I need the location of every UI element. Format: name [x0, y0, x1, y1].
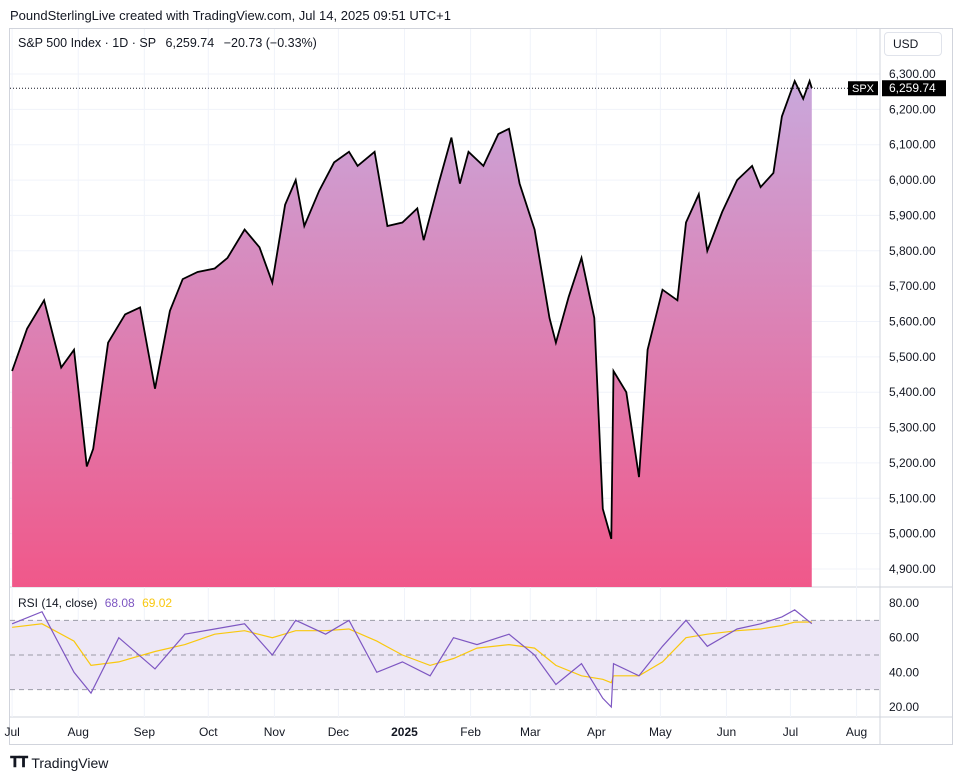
footer-brand: 𝐓𝐓 TradingView — [10, 754, 108, 771]
price-tick-label: 5,800.00 — [889, 244, 936, 258]
price-change: −20.73 (−0.33%) — [223, 36, 317, 50]
price-tag-value: 6,259.74 — [889, 81, 936, 95]
price-tick-label: 5,700.00 — [889, 279, 936, 293]
price-area — [12, 81, 812, 587]
price-tick-label: 6,300.00 — [889, 67, 936, 81]
price-tick-label: 6,000.00 — [889, 173, 936, 187]
price-tag-symbol: SPX — [852, 83, 875, 95]
rsi-tick-label: 40.00 — [889, 665, 919, 679]
price-tick-label: 5,600.00 — [889, 315, 936, 329]
price-tick-label: 5,100.00 — [889, 491, 936, 505]
axes: 6,300.00 6,200.00 6,100.00 6,000.00 5,900.00… — [4, 67, 936, 739]
symbol-label: S&P 500 Index · 1D · SP — [18, 36, 157, 50]
series-legend: S&P 500 Index · 1D · SP 6,259.74 −20.73 … — [18, 36, 323, 50]
price-tag-symbol-bg — [848, 81, 878, 96]
time-tick-label: Oct — [199, 725, 218, 739]
chart-credit: PoundSterlingLive created with TradingVi… — [10, 8, 451, 23]
price-tick-label: 5,500.00 — [889, 350, 936, 364]
rsi-tick-label: 80.00 — [889, 596, 919, 610]
time-tick-label: Jul — [783, 725, 798, 739]
time-tick-label: Nov — [264, 725, 285, 739]
rsi-value: 68.08 — [104, 596, 135, 610]
price-tick-label: 5,000.00 — [889, 527, 936, 541]
rsi-line — [11, 609, 813, 709]
price-plot: SPX 6,259.74 — [10, 78, 946, 587]
time-tick-label: Aug — [846, 725, 867, 739]
chart-frame — [9, 28, 953, 745]
time-tick-label: May — [649, 725, 672, 739]
price-tag-value-bg — [882, 80, 946, 97]
price-line — [11, 78, 813, 540]
rsi-legend: RSI (14, close) 68.08 69.02 — [18, 596, 172, 610]
rsi-tick-label: 60.00 — [889, 631, 919, 645]
time-tick-label: Jun — [717, 725, 736, 739]
time-tick-label: Mar — [520, 725, 541, 739]
time-tick-label: Apr — [587, 725, 606, 739]
rsi-ma-line — [12, 621, 812, 684]
rsi-ma-value: 69.02 — [142, 596, 173, 610]
last-price: 6,259.74 — [165, 36, 215, 50]
price-tick-label: 5,900.00 — [889, 208, 936, 222]
rsi-tick-label: 20.00 — [889, 700, 919, 714]
time-tick-label: Jul — [4, 725, 19, 739]
price-tick-label: 5,200.00 — [889, 456, 936, 470]
rsi-plot — [10, 609, 880, 709]
time-tick-label: 2025 — [391, 725, 418, 739]
tradingview-logo-icon: 𝐓𝐓 — [10, 754, 28, 771]
price-tick-label: 5,400.00 — [889, 385, 936, 399]
time-tick-label: Dec — [328, 725, 349, 739]
price-tick-label: 5,300.00 — [889, 421, 936, 435]
brand-name: TradingView — [31, 754, 109, 771]
time-tick-label: Sep — [134, 725, 156, 739]
price-tick-label: 6,200.00 — [889, 102, 936, 116]
price-tick-label: 4,900.00 — [889, 562, 936, 576]
time-tick-label: Feb — [460, 725, 481, 739]
rsi-label: RSI (14, close) — [18, 596, 98, 610]
currency-selector[interactable]: USD — [884, 32, 942, 56]
price-tick-label: 6,100.00 — [889, 138, 936, 152]
time-tick-label: Aug — [68, 725, 89, 739]
